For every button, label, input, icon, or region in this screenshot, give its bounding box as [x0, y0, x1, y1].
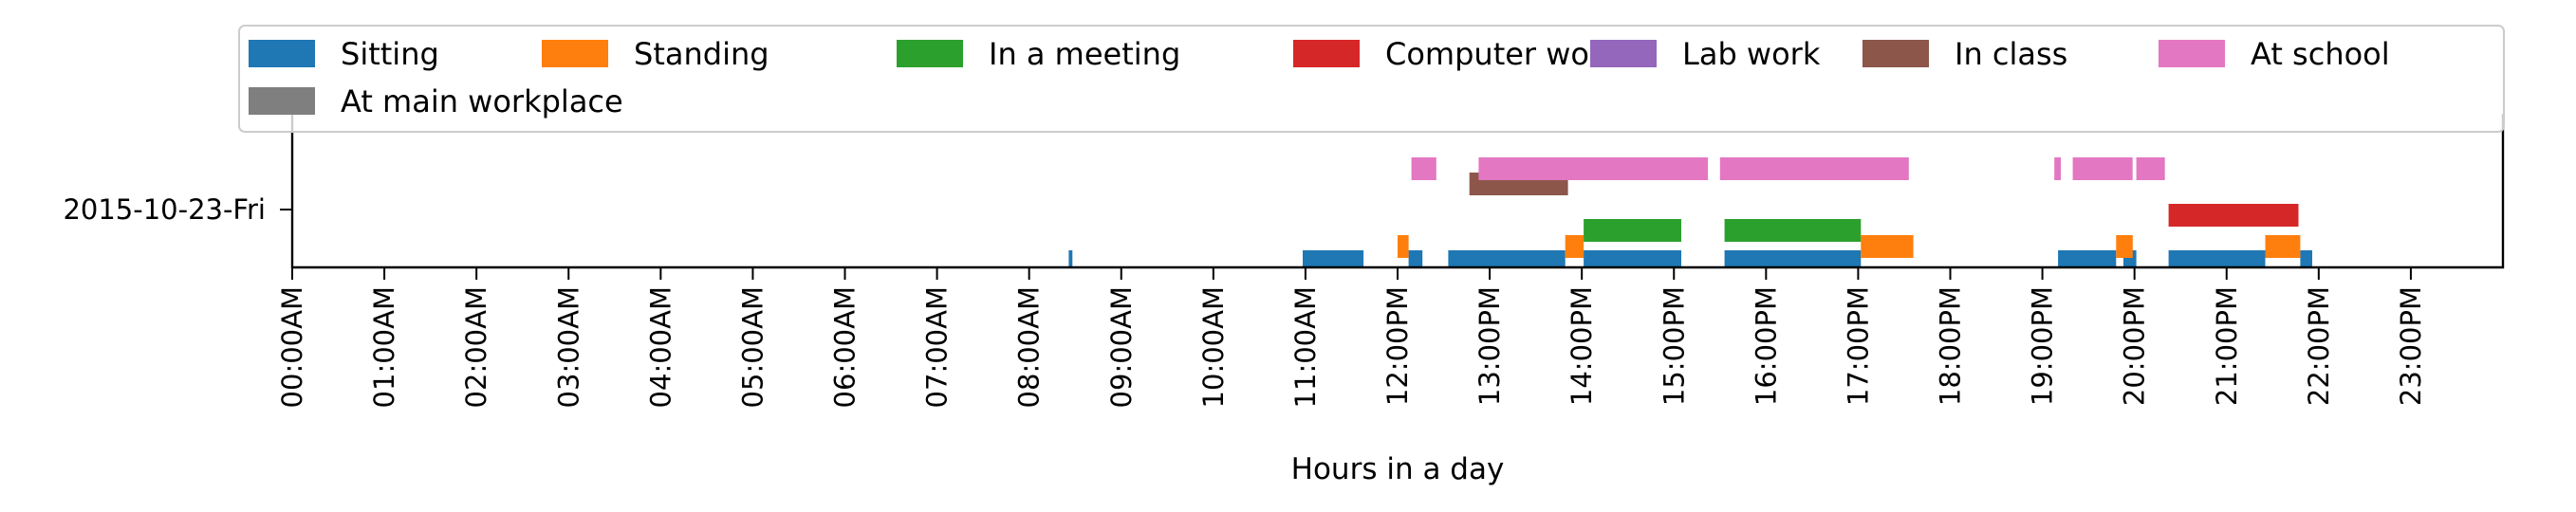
- bar-sitting: [1448, 250, 1566, 267]
- bars-layer: [1068, 157, 2312, 267]
- bar-standing: [1398, 235, 1409, 258]
- x-tick-label: 22:00PM: [2303, 286, 2335, 406]
- legend-swatch-standing: [542, 40, 608, 67]
- bar-standing: [1565, 235, 1585, 258]
- x-tick-label: 07:00AM: [921, 286, 954, 408]
- bar-sitting: [2058, 250, 2117, 267]
- legend-label-lab-work: Lab work: [1682, 36, 1821, 72]
- x-tick-label: 17:00PM: [1842, 286, 1874, 406]
- y-tick-label: 2015-10-23-Fri: [63, 193, 266, 226]
- bar-in-a-meeting: [1724, 219, 1862, 242]
- x-tick-label: 03:00AM: [552, 286, 584, 408]
- bar-standing: [2116, 235, 2133, 258]
- legend-swatch-at-main-workplace: [249, 87, 315, 115]
- bar-at-school: [2136, 157, 2165, 180]
- bar-in-a-meeting: [1584, 219, 1681, 242]
- bar-standing: [1861, 235, 1914, 258]
- x-tick-label: 11:00AM: [1289, 286, 1322, 408]
- x-tick-label: 01:00AM: [368, 286, 400, 408]
- x-tick-label: 13:00PM: [1473, 286, 1506, 406]
- bar-sitting: [1724, 250, 1862, 267]
- legend-swatch-in-a-meeting: [897, 40, 963, 67]
- x-tick-label: 02:00AM: [460, 286, 492, 408]
- legend-swatch-sitting: [249, 40, 315, 67]
- x-tick-label: 18:00PM: [1935, 286, 1967, 406]
- legend-swatch-computer-work: [1293, 40, 1360, 67]
- x-tick-label: 15:00PM: [1658, 286, 1690, 406]
- x-axis-ticks: 00:00AM 01:00AM 02:00AM 03:00AM 04:00AM 05:00…: [276, 267, 2427, 408]
- bar-sitting: [2168, 250, 2266, 267]
- legend-swatch-lab-work: [1590, 40, 1657, 67]
- x-tick-label: 10:00AM: [1197, 286, 1230, 408]
- legend-frame: [238, 25, 2505, 133]
- bar-sitting: [1408, 250, 1423, 267]
- x-tick-label: 14:00PM: [1566, 286, 1598, 406]
- legend-label-standing: Standing: [634, 36, 769, 72]
- bar-at-school: [2054, 157, 2061, 180]
- legend-swatch-in-class: [1863, 40, 1929, 67]
- bar-at-school: [1411, 157, 1436, 180]
- y-axis-ticks: 2015-10-23-Fri: [63, 193, 292, 226]
- x-tick-label: 04:00AM: [644, 286, 676, 408]
- x-tick-label: 06:00AM: [829, 286, 862, 408]
- legend-swatch-at-school: [2159, 40, 2225, 67]
- x-tick-label: 12:00PM: [1381, 286, 1414, 406]
- legend-label-at-school: At school: [2251, 36, 2390, 72]
- bar-at-school: [1719, 157, 1909, 180]
- x-tick-label: 21:00PM: [2211, 286, 2243, 406]
- bar-sitting: [1584, 250, 1681, 267]
- bar-standing: [2265, 235, 2301, 258]
- x-tick-label: 00:00AM: [276, 286, 308, 408]
- legend: Sitting Standing In a meeting Computer work…: [238, 25, 2505, 133]
- bar-at-school: [2072, 157, 2133, 180]
- bar-sitting: [1068, 250, 1073, 267]
- x-tick-label: 09:00AM: [1105, 286, 1138, 408]
- legend-label-computer-work: Computer work: [1385, 36, 1620, 72]
- x-tick-label: 20:00PM: [2119, 286, 2151, 406]
- legend-label-sitting: Sitting: [341, 36, 439, 72]
- x-tick-label: 16:00PM: [1750, 286, 1782, 406]
- legend-label-at-main-workplace: At main workplace: [341, 83, 623, 119]
- x-tick-label: 19:00PM: [2027, 286, 2059, 406]
- x-tick-label: 05:00AM: [736, 286, 769, 408]
- bar-sitting: [2300, 250, 2312, 267]
- legend-label-in-a-meeting: In a meeting: [989, 36, 1180, 72]
- x-tick-label: 23:00PM: [2395, 286, 2427, 406]
- bar-sitting: [1303, 250, 1364, 267]
- legend-label-in-class: In class: [1955, 36, 2067, 72]
- bar-computer-work: [2168, 204, 2299, 227]
- bar-at-school: [1478, 157, 1709, 180]
- x-axis-label: Hours in a day: [1291, 452, 1505, 486]
- x-tick-label: 08:00AM: [1013, 286, 1046, 408]
- legend-items: Sitting Standing In a meeting Computer work…: [249, 36, 2390, 119]
